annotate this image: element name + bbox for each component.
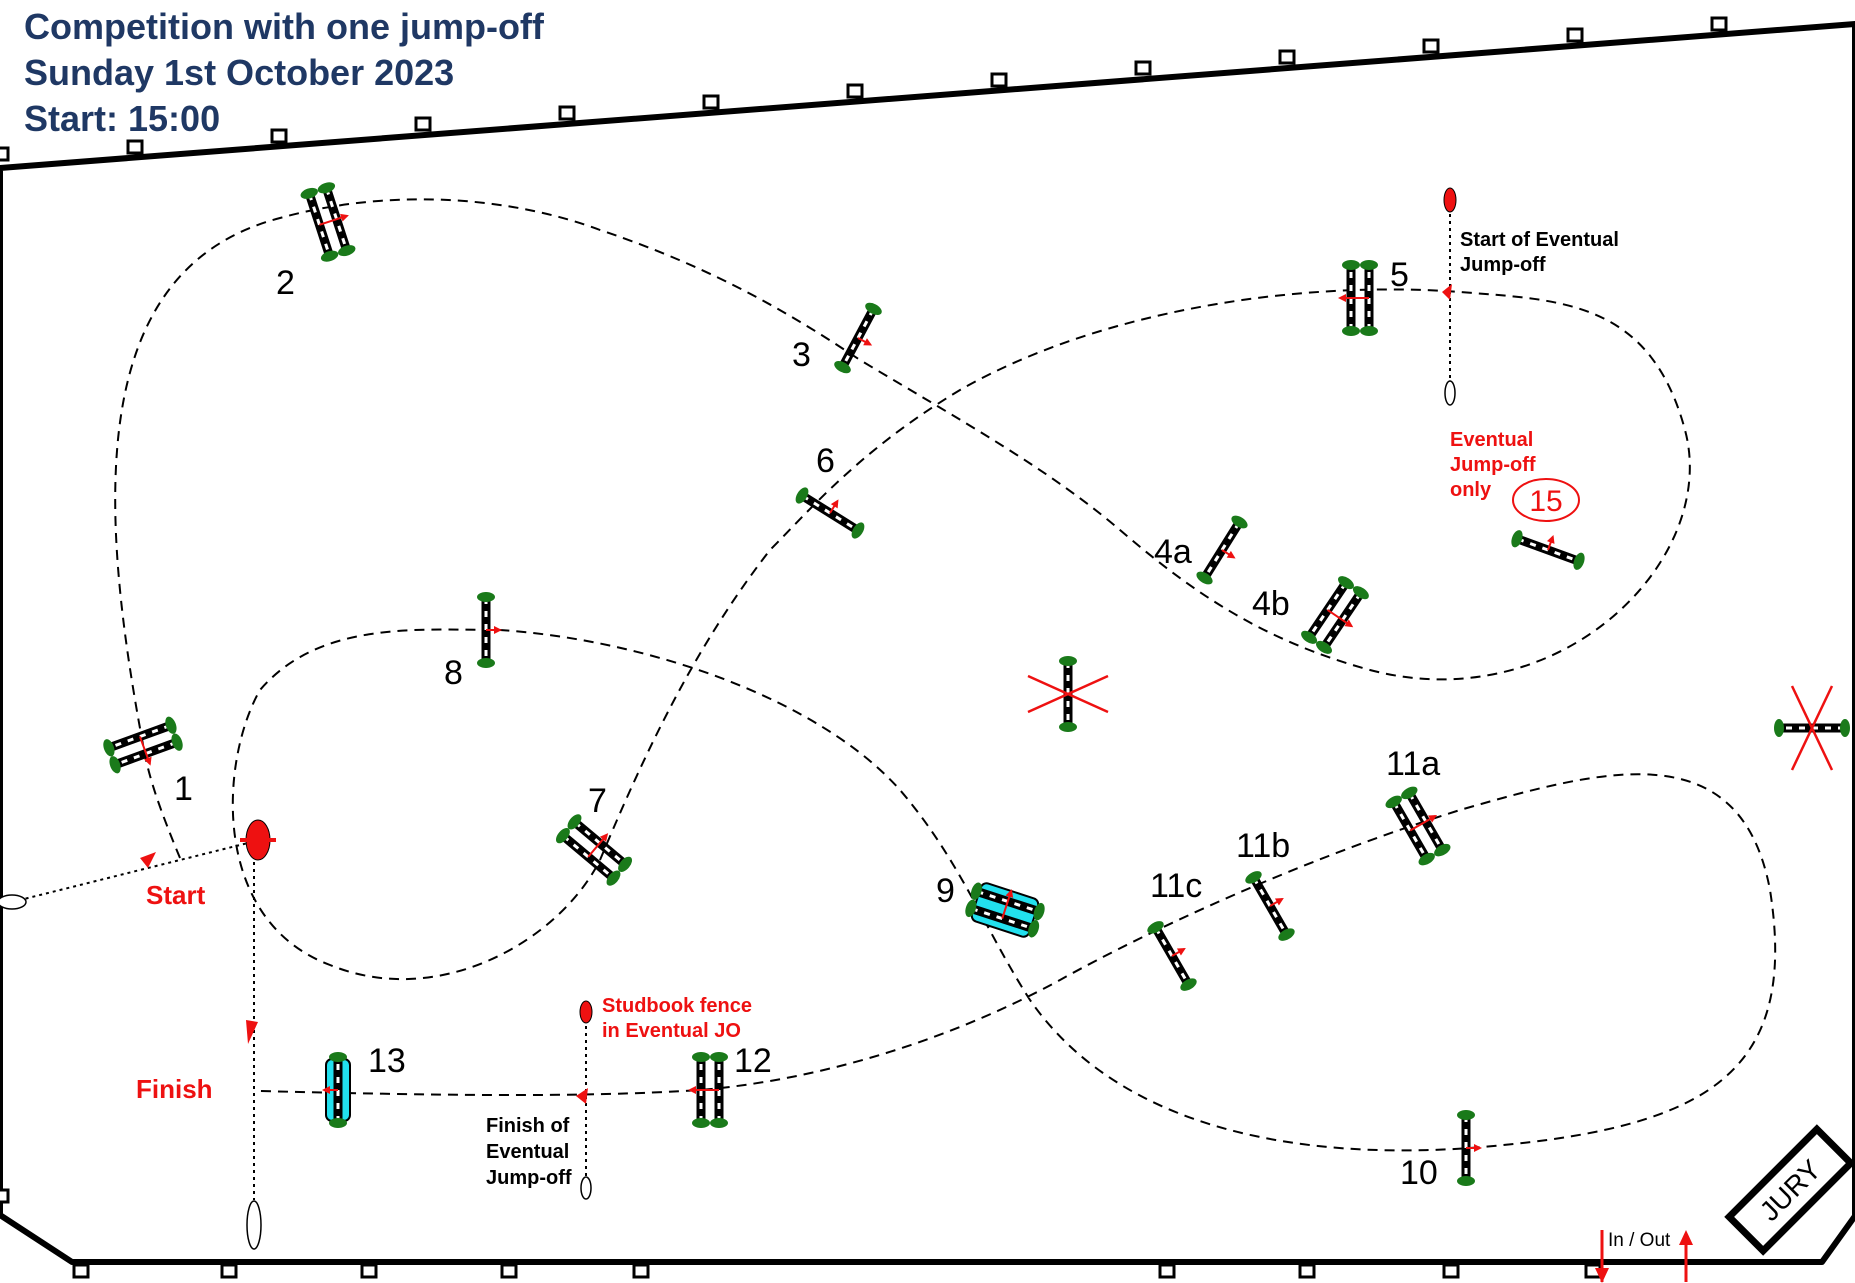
fence-number-12: 12: [734, 1042, 772, 1080]
course-route: [114, 198, 1777, 1152]
studbook-label-1: Studbook fence: [602, 995, 752, 1017]
start-label: Start: [146, 880, 206, 910]
jumpoff-finish-line: [576, 1000, 593, 1200]
fence-number-5: 5: [1390, 256, 1409, 294]
fence-number-11a: 11a: [1386, 745, 1440, 783]
fence-number-3: 3: [792, 336, 811, 374]
fence-number-2: 2: [276, 264, 295, 302]
jumpoff-only-label-2: Jump-off: [1450, 454, 1536, 476]
fence-number-8: 8: [444, 654, 463, 692]
jumpoff-finish-label-2: Eventual: [486, 1141, 569, 1163]
fence-number-4b: 4b: [1252, 585, 1290, 623]
in-out-gate: [1595, 1230, 1693, 1283]
unused-fence-center: [1027, 656, 1109, 732]
jumpoff-only-label-1: Eventual: [1450, 429, 1533, 451]
unused-fence-right: [1774, 685, 1850, 771]
fence-15-circle: [1512, 478, 1580, 522]
jumpoff-start-line: [1442, 187, 1457, 406]
fence-number-11c: 11c: [1150, 867, 1202, 905]
fence-number-1: 1: [174, 770, 193, 808]
studbook-label-2: in Eventual JO: [602, 1020, 741, 1042]
in-out-label: In / Out: [1608, 1230, 1671, 1251]
finish-line: [246, 862, 262, 1250]
jumpoff-finish-label-1: Finish of: [486, 1115, 570, 1137]
course-start-time: Start: 15:00: [24, 98, 221, 139]
fence-number-15: 15: [1529, 485, 1562, 518]
jury-box: JURY: [1724, 1124, 1855, 1256]
start-line: [0, 819, 276, 910]
fence-number-7: 7: [588, 782, 607, 820]
fence-number-11b: 11b: [1236, 827, 1290, 865]
arena-boundary: [0, 21, 1855, 1265]
fence-number-10: 10: [1400, 1154, 1438, 1192]
arena-posts: [0, 16, 1728, 1279]
course-date: Sunday 1st October 2023: [24, 52, 455, 93]
course-title: Competition with one jump-off: [24, 6, 544, 47]
jumpoff-start-label-2: Jump-off: [1460, 254, 1546, 276]
fence-number-4a: 4a: [1154, 533, 1192, 571]
finish-label: Finish: [136, 1074, 213, 1104]
jumpoff-finish-label-3: Jump-off: [486, 1167, 572, 1189]
fence-number-6: 6: [816, 442, 835, 480]
jumpoff-only-label-3: only: [1450, 479, 1492, 501]
fence-number-13: 13: [368, 1042, 406, 1080]
fence-number-9: 9: [936, 872, 955, 910]
fence-13: [322, 1052, 350, 1128]
jumpoff-start-label-1: Start of Eventual: [1460, 229, 1619, 251]
